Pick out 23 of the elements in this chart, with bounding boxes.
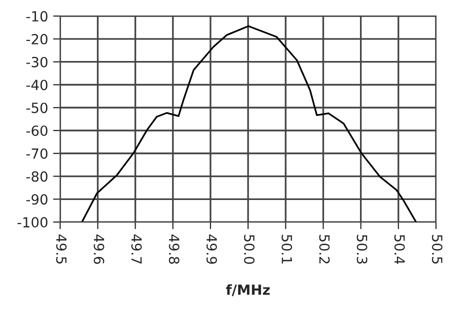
x-tick-label: 50.5 [432, 234, 442, 264]
x-tick-label: 50.4 [394, 234, 405, 264]
y-tick-label: -20 [26, 34, 48, 44]
x-tick-label: 50.2 [319, 234, 330, 264]
x-tick-label: 50.1 [282, 234, 292, 264]
x-tick-label: 49.7 [131, 234, 142, 264]
x-tick-label: 49.5 [56, 234, 67, 264]
y-tick-label: -90 [26, 194, 48, 205]
y-tick-label: -60 [26, 125, 48, 136]
x-tick-label: 49.6 [94, 234, 104, 264]
y-tick-label: -50 [26, 102, 48, 114]
y-tick-label: -80 [26, 171, 48, 182]
x-tick-label: 50.3 [356, 234, 368, 264]
x-tick-label: 49.9 [206, 234, 217, 264]
x-tick-label: 49.8 [168, 234, 180, 264]
y-tick-label: -70 [26, 148, 48, 159]
x-axis-title: f/MHz [226, 284, 270, 296]
y-tick-label: -10 [26, 11, 48, 22]
y-tick-label: -30 [26, 56, 48, 68]
line-series [81, 25, 417, 222]
y-tick-label: -100 [18, 217, 48, 228]
x-tick-label: 50.0 [244, 234, 255, 264]
y-tick-label: -40 [26, 80, 48, 90]
